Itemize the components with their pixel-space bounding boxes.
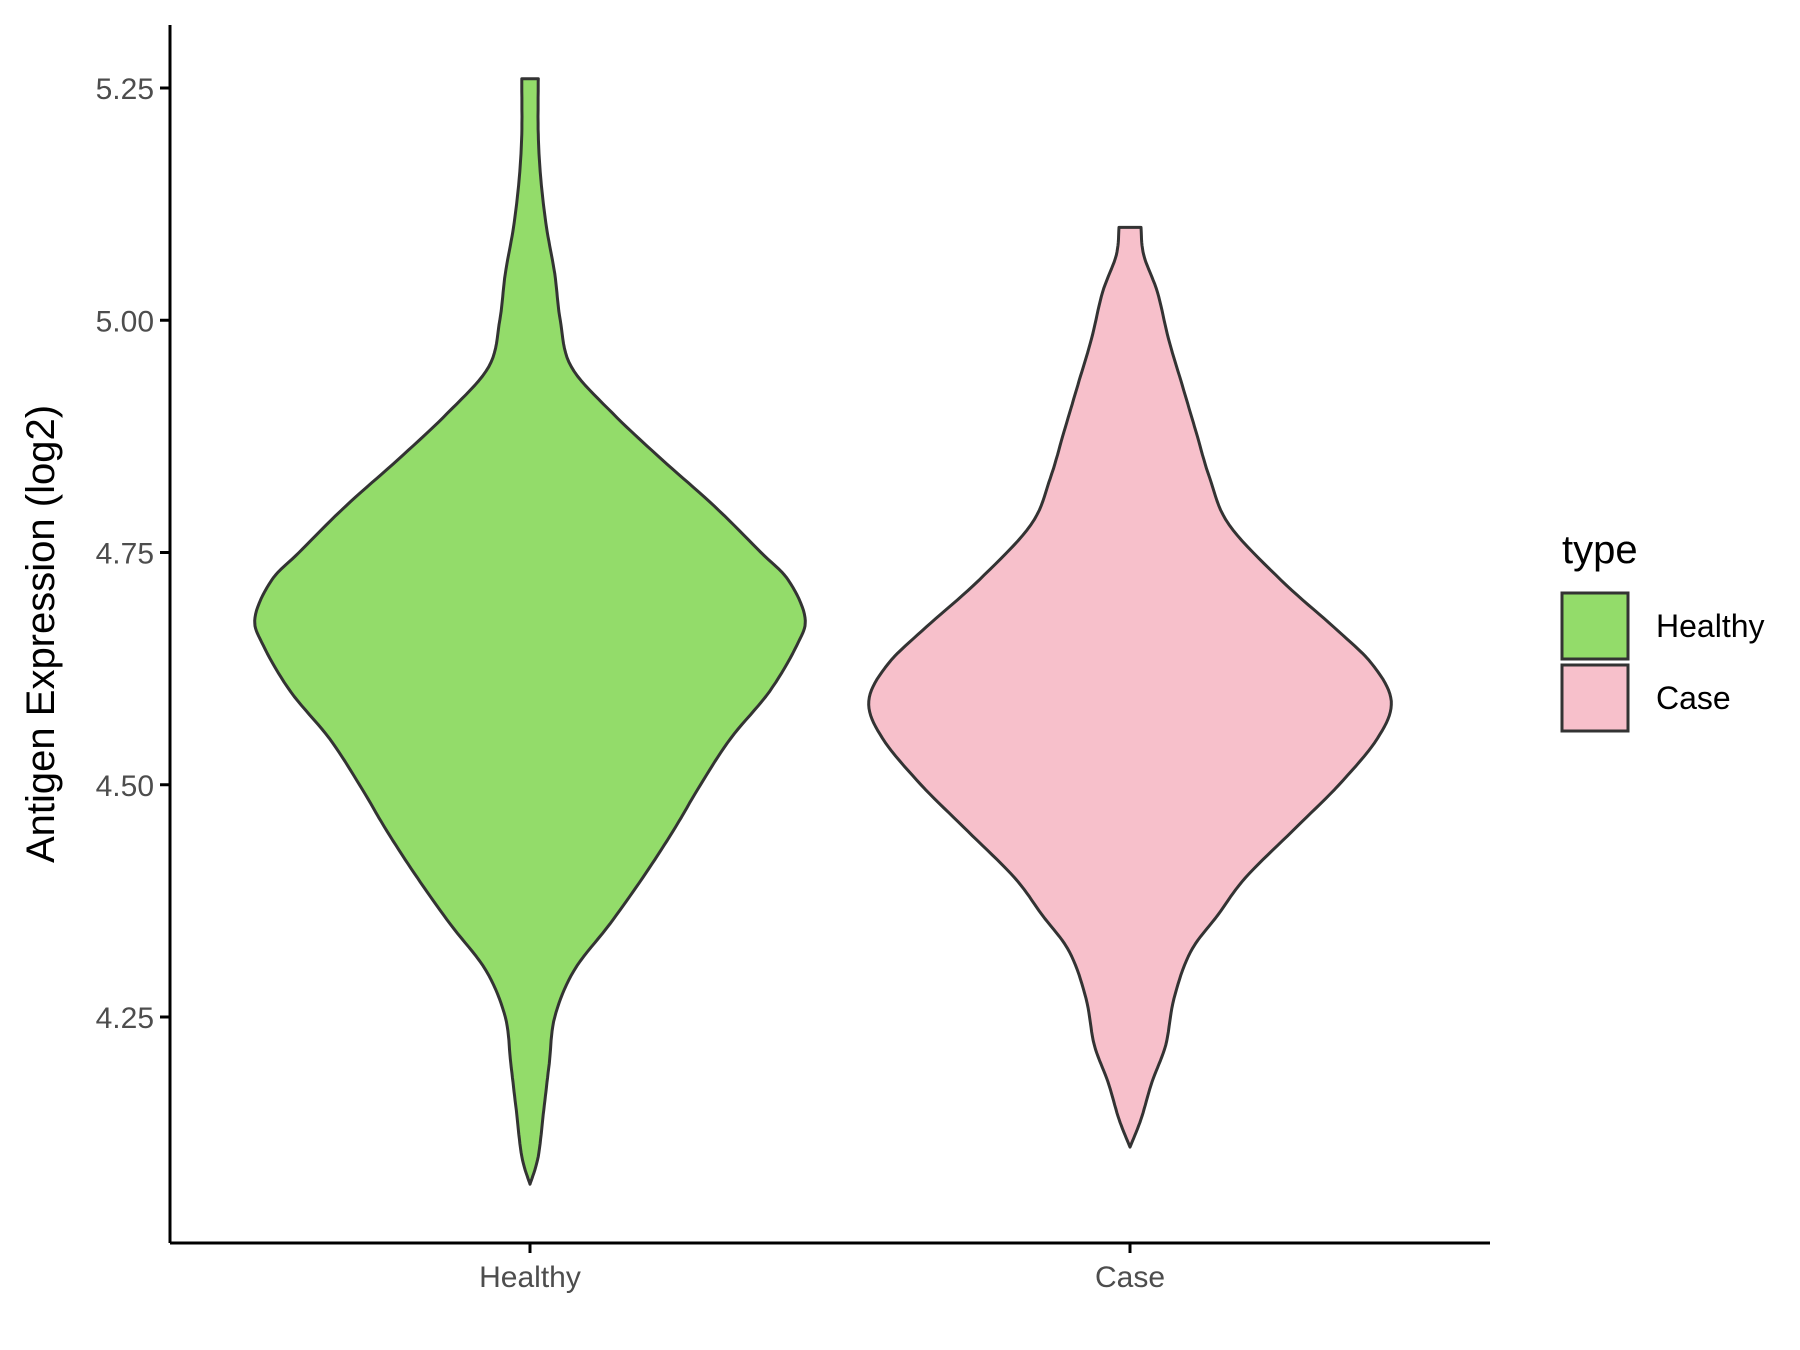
y-tick-label: 5.00 [96,305,154,338]
y-tick-label: 4.75 [96,538,154,571]
legend-label-healthy: Healthy [1656,608,1765,644]
y-tick-label: 4.50 [96,770,154,803]
axes-layer [168,25,1490,1245]
x-tick-label: Case [1095,1261,1165,1294]
y-tick-label: 4.25 [96,1002,154,1035]
legend-swatch-case [1560,663,1630,733]
legend-swatch-healthy [1560,591,1630,661]
violin-case [867,225,1393,1149]
x-tick-label: Healthy [479,1261,581,1294]
violin-healthy [253,77,807,1186]
x-ticks: Healthy Case [479,1243,1165,1294]
y-tick-label: 5.25 [96,73,154,106]
violin-layer [253,77,1393,1186]
legend-title: type [1562,528,1638,572]
legend-label-case: Case [1656,680,1731,716]
y-ticks: 4.25 4.50 4.75 5.00 5.25 [96,73,170,1035]
y-axis-title: Antigen Expression (log2) [19,405,63,863]
legend: type Healthy Case [1560,528,1765,733]
